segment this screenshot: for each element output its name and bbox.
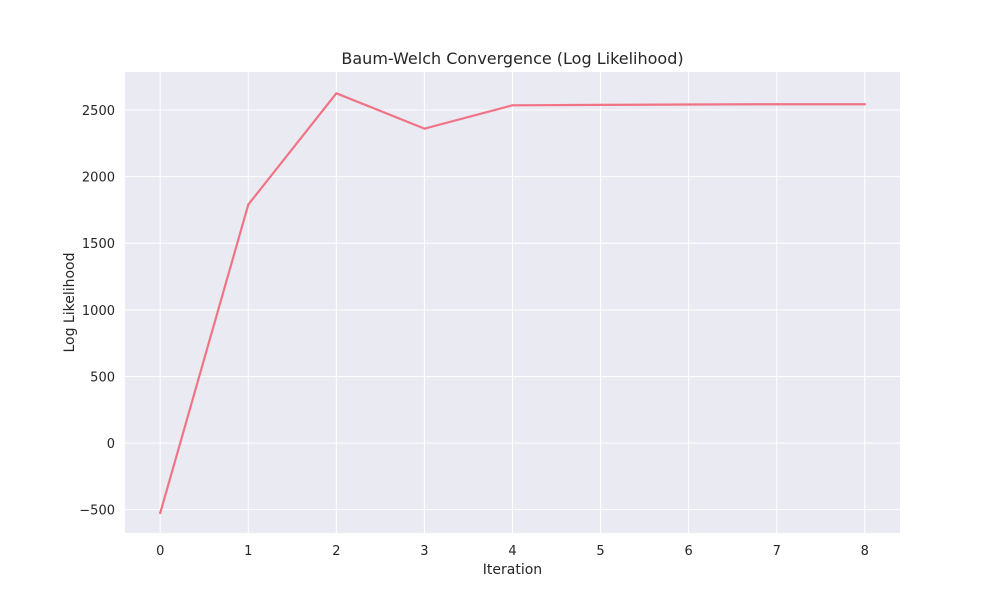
- x-tick-labels: 0 1 2 3 4 5 6 7 8: [156, 544, 869, 559]
- y-tick-label: −500: [79, 504, 115, 519]
- series-group: [159, 92, 866, 515]
- data-point: [335, 92, 338, 95]
- x-tick-label: 4: [508, 544, 516, 559]
- x-tick-label: 8: [861, 544, 869, 559]
- data-point: [511, 104, 514, 107]
- y-tick-label: 500: [90, 370, 115, 385]
- grid-lines: [125, 72, 900, 533]
- x-tick-label: 1: [244, 544, 252, 559]
- y-tick-label: 2000: [82, 171, 115, 186]
- data-point: [159, 511, 162, 515]
- x-tick-label: 7: [773, 544, 781, 559]
- x-tick-label: 5: [596, 544, 604, 559]
- data-point: [247, 203, 250, 206]
- x-tick-label: 2: [332, 544, 340, 559]
- x-tick-label: 0: [156, 544, 164, 559]
- data-point: [423, 127, 426, 130]
- x-axis-label: Iteration: [483, 562, 542, 578]
- data-point: [687, 103, 690, 106]
- x-tick-label: 3: [420, 544, 428, 559]
- data-point: [775, 103, 778, 106]
- chart-title: Baum-Welch Convergence (Log Likelihood): [341, 49, 683, 68]
- data-point: [863, 103, 866, 106]
- y-tick-labels: −500 0 500 1000 1500 2000 2500: [79, 104, 115, 519]
- y-tick-label: 2500: [82, 104, 115, 119]
- data-point: [599, 103, 602, 107]
- y-tick-label: 0: [107, 437, 115, 452]
- y-axis-label: Log Likelihood: [62, 252, 78, 352]
- y-tick-label: 1000: [82, 304, 115, 319]
- x-tick-label: 6: [684, 544, 692, 559]
- y-tick-label: 1500: [82, 237, 115, 252]
